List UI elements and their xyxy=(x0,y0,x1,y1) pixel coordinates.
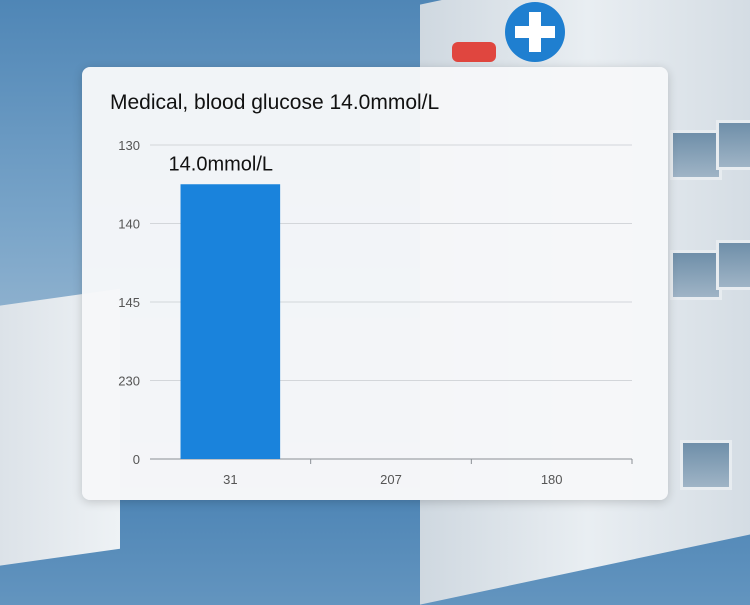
x-tick-label: 180 xyxy=(541,472,563,487)
background-window xyxy=(716,120,750,170)
y-tick-label: 230 xyxy=(118,374,140,389)
x-tick-label: 31 xyxy=(223,472,237,487)
y-tick-label: 130 xyxy=(118,138,140,153)
chart-card: Medical, blood glucose 14.0mmol/L 130 140… xyxy=(82,67,668,500)
background-window xyxy=(716,240,750,290)
bar-chart: 130 140 145 230 0 31 14.0mmol/L 207 180 xyxy=(118,138,633,487)
y-tick-label: 0 xyxy=(133,452,140,467)
hospital-cross-icon xyxy=(505,2,565,62)
background-window xyxy=(670,130,722,180)
x-tick-label: 207 xyxy=(380,472,402,487)
background-sign-red-mark xyxy=(452,42,496,62)
bar-data-label: 14.0mmol/L xyxy=(169,153,274,175)
chart-title: Medical, blood glucose 14.0mmol/L xyxy=(110,91,440,114)
y-tick-label: 140 xyxy=(118,217,140,232)
bar xyxy=(180,184,281,459)
background-window xyxy=(680,440,732,490)
y-tick-label: 145 xyxy=(118,295,140,310)
background-window xyxy=(670,250,722,300)
